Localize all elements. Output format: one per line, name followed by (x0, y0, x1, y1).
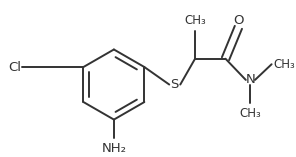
Text: Cl: Cl (9, 60, 22, 73)
Text: CH₃: CH₃ (274, 58, 295, 71)
Text: CH₃: CH₃ (239, 107, 261, 120)
Text: O: O (233, 14, 244, 27)
Text: NH₂: NH₂ (102, 142, 126, 155)
Text: S: S (170, 78, 179, 91)
Text: CH₃: CH₃ (184, 14, 206, 27)
Text: N: N (245, 73, 255, 86)
